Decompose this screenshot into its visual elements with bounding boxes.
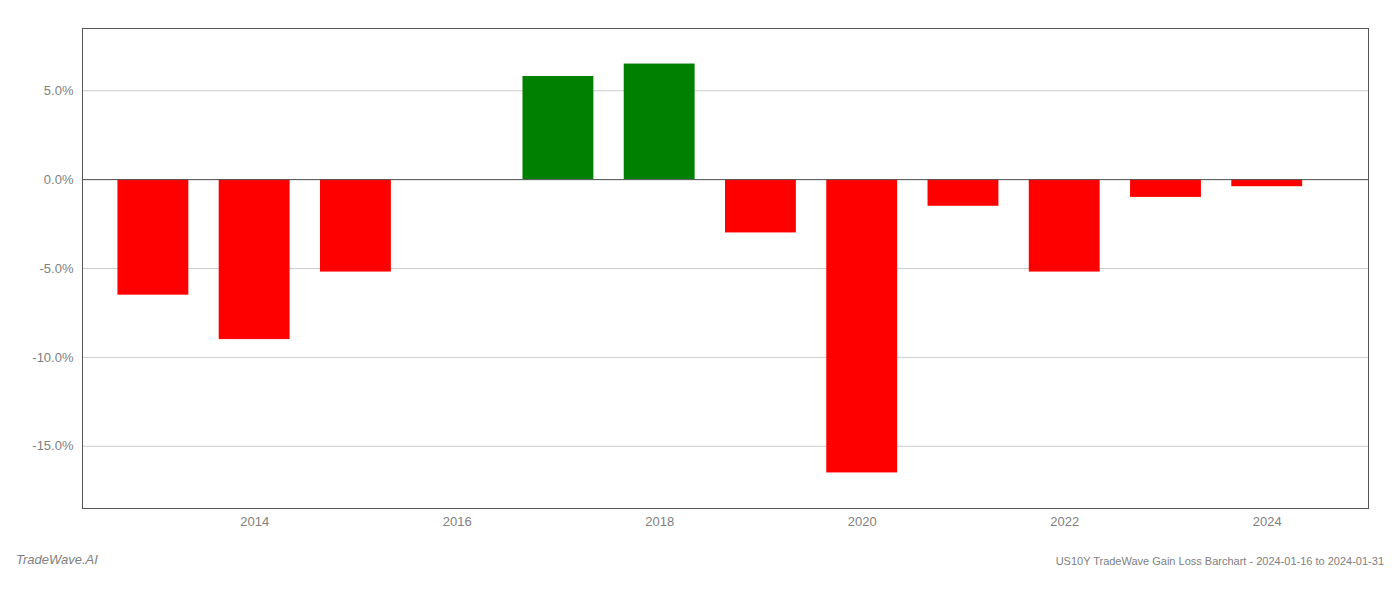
svg-text:2016: 2016 — [443, 514, 472, 529]
svg-text:5.0%: 5.0% — [44, 83, 74, 98]
svg-text:2024: 2024 — [1253, 514, 1282, 529]
html-text:US10Y TradeWave Gain Loss Barc: US10Y TradeWave Gain Loss Barchart - 202… — [1055, 555, 1384, 567]
svg-text:-15.0%: -15.0% — [32, 438, 74, 453]
svg-text:2020: 2020 — [848, 514, 877, 529]
svg-text:2022: 2022 — [1050, 514, 1079, 529]
svg-text:-10.0%: -10.0% — [32, 350, 74, 365]
svg-text:-5.0%: -5.0% — [40, 261, 74, 276]
svg-text:2018: 2018 — [645, 514, 674, 529]
html-text:TradeWave.AI: TradeWave.AI — [16, 552, 98, 567]
svg-text:2014: 2014 — [240, 514, 269, 529]
svg-text:0.0%: 0.0% — [44, 172, 74, 187]
